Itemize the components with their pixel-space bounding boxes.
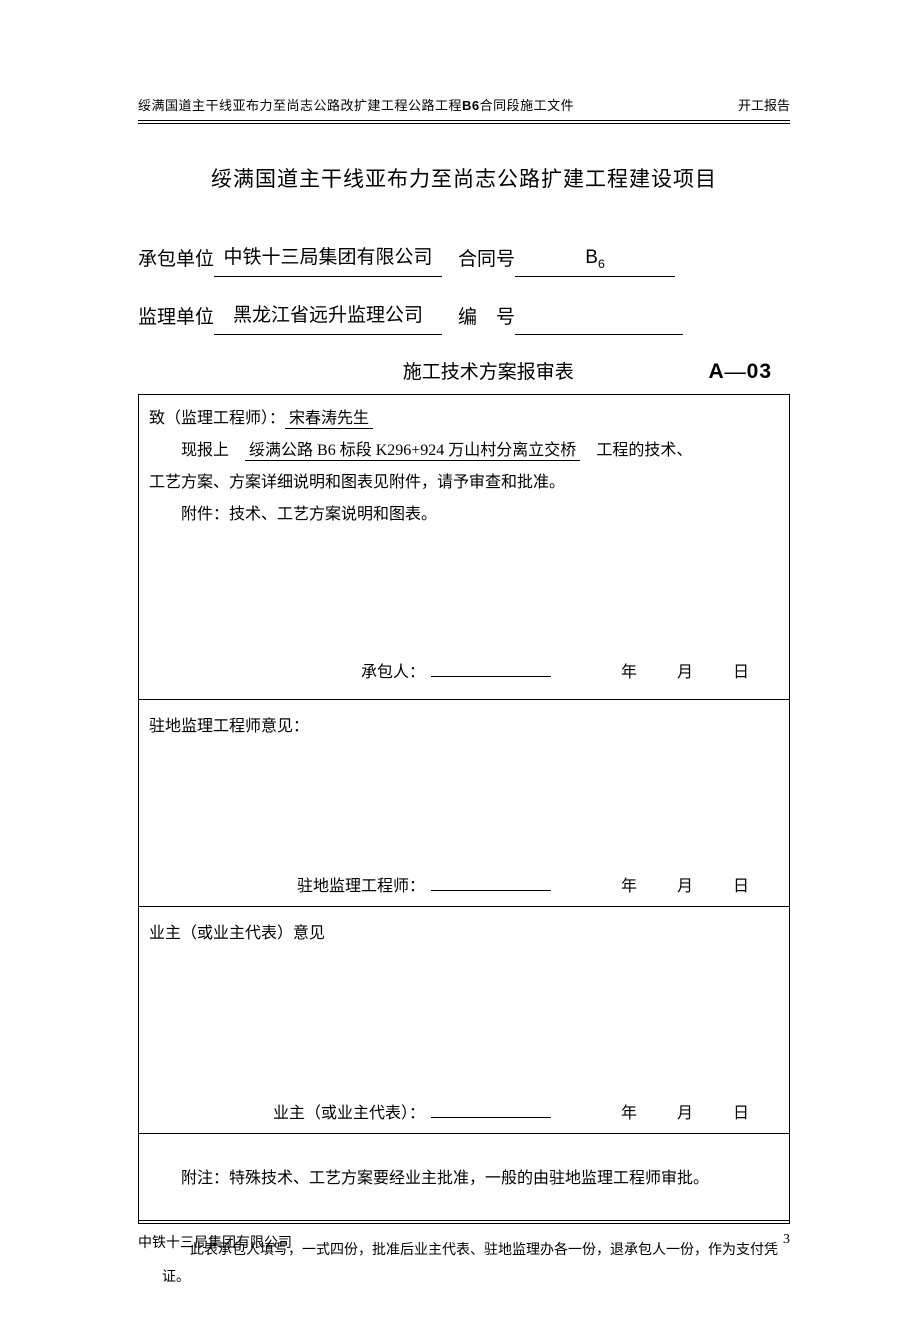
form-title-row: 施工技术方案报审表 A—03: [138, 357, 790, 384]
info-line-supervisor: 监理单位 黑龙江省远升监理公司 编 号: [138, 299, 790, 335]
contract-no-label: 合同号: [458, 243, 515, 277]
addressee-line: 致（监理工程师）：宋春涛先生: [149, 403, 779, 435]
document-title: 绥满国道主干线亚布力至尚志公路扩建工程建设项目: [138, 163, 790, 193]
supervisor-opinion-label: 驻地监理工程师意见：: [149, 708, 779, 736]
serial-label: 编 号: [458, 301, 515, 335]
addressee-prefix: 致（监理工程师）：: [149, 410, 285, 427]
contract-no-sub: 6: [598, 257, 605, 271]
addressee-value: 宋春涛先生: [285, 410, 373, 429]
header-left: 绥满国道主干线亚布力至尚志公路改扩建工程公路工程B6合同段施工文件: [138, 95, 574, 114]
owner-opinion-label: 业主（或业主代表）意见: [149, 915, 779, 943]
supervisor-sig: 驻地监理工程师：: [297, 872, 557, 896]
contract-no-main: B: [585, 247, 598, 268]
cell-owner-opinion: 业主（或业主代表）意见 业主（或业主代表）： 年 月 日: [139, 907, 790, 1134]
owner-sig: 业主（或业主代表）：: [273, 1099, 557, 1123]
contractor-sig-blank: [431, 676, 551, 677]
contractor-value: 中铁十三局集团有限公司: [214, 241, 442, 277]
form-code-a: A: [708, 360, 724, 383]
info-block: 承包单位 中铁十三局集团有限公司 合同号 B6 监理单位 黑龙江省远升监理公司 …: [138, 241, 790, 335]
header-left-prefix: 绥满国道主干线亚布力至尚志公路改扩建工程公路工程: [138, 98, 462, 113]
supervisor-date: 年 月 日: [597, 872, 761, 896]
page-header: 绥满国道主干线亚布力至尚志公路改扩建工程公路工程B6合同段施工文件 开工报告: [138, 95, 790, 121]
serial-value: [515, 313, 683, 335]
contractor-signature-row: 承包人： 年 月 日: [149, 651, 779, 691]
header-left-bold: B6: [462, 98, 480, 113]
supervisor-sig-blank: [431, 890, 551, 891]
supervisor-value: 黑龙江省远升监理公司: [214, 299, 442, 335]
supervisor-label: 监理单位: [138, 301, 214, 335]
header-right: 开工报告: [738, 95, 790, 114]
submission-line4: 附件：技术、工艺方案说明和图表。: [149, 499, 779, 531]
line2-suffix: 工程的技术、: [596, 442, 692, 459]
contractor-sig: 承包人：: [361, 657, 557, 689]
contract-no-value: B6: [515, 241, 675, 277]
supervisor-signature-row: 驻地监理工程师： 年 月 日: [149, 866, 779, 898]
cell-submission: 致（监理工程师）：宋春涛先生 现报上 绥满公路 B6 标段 K296+924 万…: [139, 395, 790, 700]
line2-prefix: 现报上: [181, 442, 229, 459]
header-left-suffix: 合同段施工文件: [480, 98, 575, 113]
owner-date: 年 月 日: [597, 1099, 761, 1123]
cell-supervisor-opinion: 驻地监理工程师意见： 驻地监理工程师： 年 月 日: [139, 700, 790, 907]
approval-table: 致（监理工程师）：宋春涛先生 现报上 绥满公路 B6 标段 K296+924 万…: [138, 394, 790, 1224]
form-title: 施工技术方案报审表: [138, 357, 708, 384]
owner-sig-label: 业主（或业主代表）：: [273, 1105, 425, 1122]
footer-page-number: 3: [783, 1232, 790, 1252]
submission-line2: 现报上 绥满公路 B6 标段 K296+924 万山村分离立交桥 工程的技术、: [149, 435, 779, 467]
info-line-contractor: 承包单位 中铁十三局集团有限公司 合同号 B6: [138, 241, 790, 277]
footer-left: 中铁十三局集团有限公司: [138, 1232, 292, 1252]
contractor-sig-label: 承包人：: [361, 664, 425, 681]
submission-line3: 工艺方案、方案详细说明和图表见附件，请予审查和批准。: [149, 467, 779, 499]
cell-note: 附注：特殊技术、工艺方案要经业主批准，一般的由驻地监理工程师审批。: [139, 1134, 790, 1225]
supervisor-sig-label: 驻地监理工程师：: [297, 878, 425, 895]
contractor-label: 承包单位: [138, 243, 214, 277]
page-footer: 中铁十三局集团有限公司 3: [138, 1223, 790, 1252]
owner-sig-blank: [431, 1117, 551, 1118]
form-code: A—03: [708, 359, 790, 384]
line2-value: 绥满公路 B6 标段 K296+924 万山村分离立交桥: [245, 442, 580, 461]
owner-signature-row: 业主（或业主代表）： 年 月 日: [149, 1093, 779, 1125]
form-code-num: 03: [747, 360, 772, 383]
form-code-dash: —: [725, 359, 747, 383]
note-text: 附注：特殊技术、工艺方案要经业主批准，一般的由驻地监理工程师审批。: [149, 1164, 779, 1188]
contractor-date: 年 月 日: [597, 657, 761, 689]
